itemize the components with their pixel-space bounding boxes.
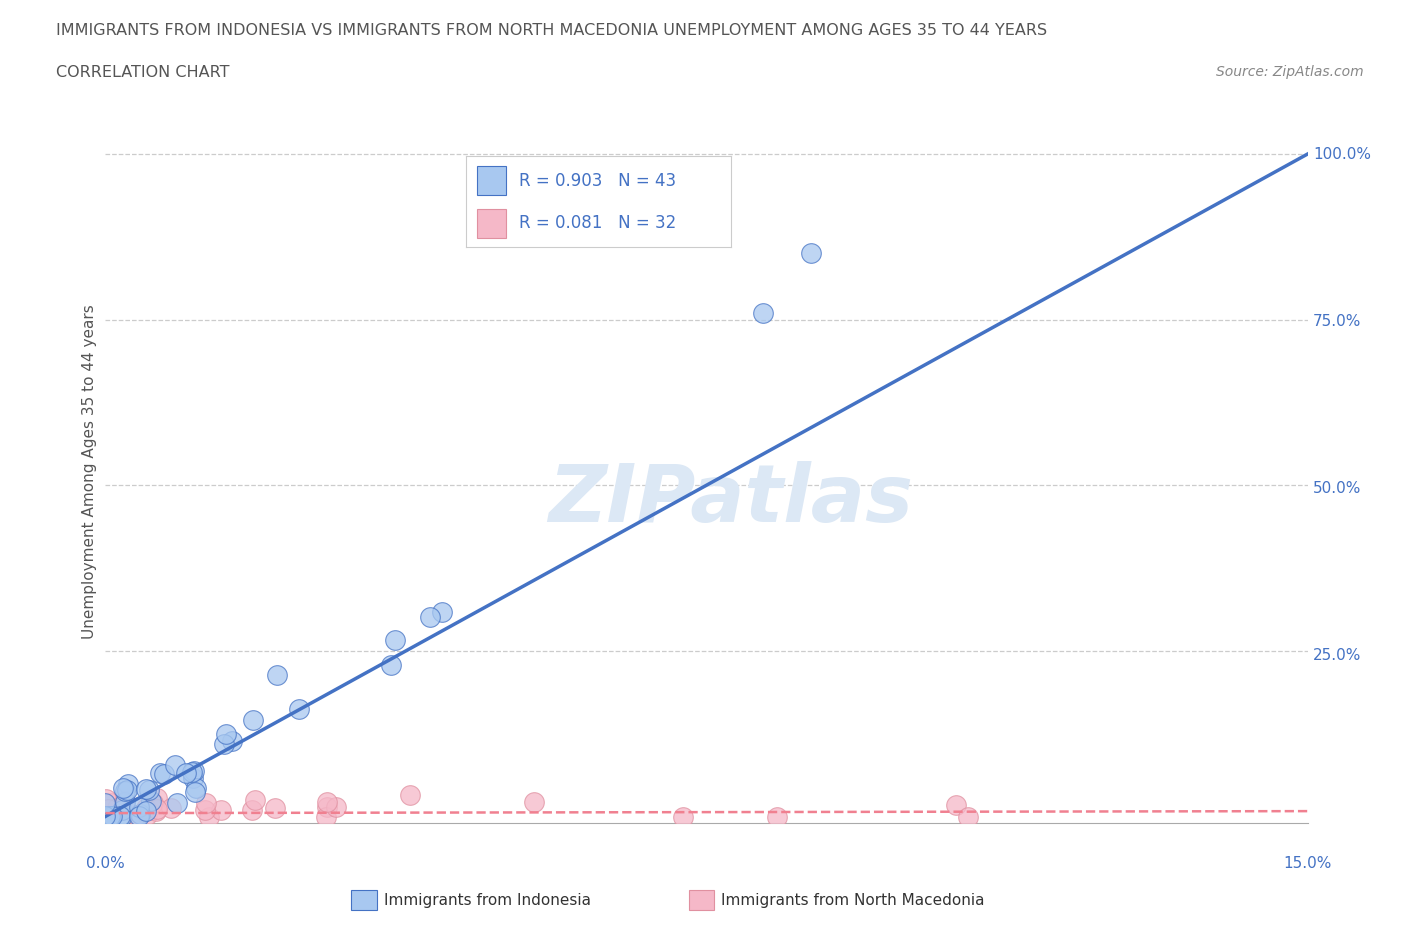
Point [112, 781, 135, 796]
Point [209, 803, 232, 817]
Point [128, 800, 150, 815]
Point [108, 809, 131, 824]
Point [97, 802, 120, 817]
Point [221, 734, 243, 749]
Point [181, 771, 204, 786]
Point [245, 792, 267, 807]
Text: 0.0%: 0.0% [86, 856, 125, 870]
Point [432, 604, 454, 619]
Text: 100.0%: 100.0% [1313, 147, 1371, 162]
Point [240, 803, 263, 817]
Point [325, 799, 347, 814]
Point [128, 809, 150, 824]
Point [100, 795, 122, 810]
Point [186, 781, 208, 796]
Point [419, 610, 441, 625]
Point [114, 784, 136, 799]
Point [114, 793, 136, 808]
Point [111, 803, 134, 817]
Point [136, 807, 159, 822]
FancyBboxPatch shape [477, 166, 506, 195]
Point [166, 795, 188, 810]
Point [198, 809, 221, 824]
Point [212, 737, 235, 751]
Point [153, 767, 176, 782]
Point [114, 794, 136, 809]
Point [145, 802, 167, 817]
Point [315, 794, 337, 809]
Point [115, 782, 138, 797]
Point [142, 795, 165, 810]
Point [195, 796, 218, 811]
Point [98, 809, 121, 824]
Point [146, 790, 169, 805]
Point [135, 800, 157, 815]
Point [101, 808, 124, 823]
Point [264, 801, 287, 816]
Point [180, 764, 202, 779]
Text: R = 0.903   N = 43: R = 0.903 N = 43 [519, 172, 676, 190]
Point [139, 794, 162, 809]
Text: R = 0.081   N = 32: R = 0.081 N = 32 [519, 214, 676, 232]
Point [184, 784, 207, 799]
Point [214, 726, 236, 741]
Text: 15.0%: 15.0% [1284, 856, 1331, 870]
Point [242, 712, 264, 727]
Point [100, 809, 122, 824]
Point [138, 782, 160, 797]
Point [288, 702, 311, 717]
Point [94, 791, 117, 806]
Text: 75.0%: 75.0% [1313, 314, 1361, 329]
Point [163, 758, 186, 773]
FancyBboxPatch shape [477, 209, 506, 238]
Point [111, 809, 134, 824]
Point [399, 787, 422, 802]
Point [94, 809, 117, 824]
Point [149, 766, 172, 781]
Point [145, 804, 167, 818]
Point [194, 803, 217, 817]
Y-axis label: Unemployment Among Ages 35 to 44 years: Unemployment Among Ages 35 to 44 years [82, 305, 97, 639]
Point [94, 795, 117, 810]
Text: 25.0%: 25.0% [1313, 648, 1361, 663]
Point [957, 809, 980, 824]
Text: Immigrants from Indonesia: Immigrants from Indonesia [384, 893, 591, 908]
Point [160, 801, 183, 816]
Point [129, 806, 152, 821]
Point [112, 800, 135, 815]
Point [105, 801, 128, 816]
Point [945, 797, 967, 812]
Point [523, 795, 546, 810]
Point [315, 810, 337, 825]
Point [125, 808, 148, 823]
Point [751, 306, 773, 321]
Point [135, 782, 157, 797]
Text: CORRELATION CHART: CORRELATION CHART [56, 65, 229, 80]
Text: Source: ZipAtlas.com: Source: ZipAtlas.com [1216, 65, 1364, 79]
Point [672, 810, 695, 825]
Point [266, 668, 288, 683]
Text: ZIPatlas: ZIPatlas [548, 461, 912, 539]
Point [111, 801, 134, 816]
Point [96, 809, 118, 824]
Text: 50.0%: 50.0% [1313, 481, 1361, 497]
Point [183, 764, 205, 778]
Point [766, 809, 789, 824]
Point [315, 800, 337, 815]
Text: Immigrants from North Macedonia: Immigrants from North Macedonia [721, 893, 984, 908]
Text: IMMIGRANTS FROM INDONESIA VS IMMIGRANTS FROM NORTH MACEDONIA UNEMPLOYMENT AMONG : IMMIGRANTS FROM INDONESIA VS IMMIGRANTS … [56, 23, 1047, 38]
Point [117, 777, 139, 791]
Point [800, 246, 823, 260]
Point [384, 633, 406, 648]
Point [380, 658, 402, 672]
Point [135, 804, 157, 818]
Point [174, 766, 197, 781]
